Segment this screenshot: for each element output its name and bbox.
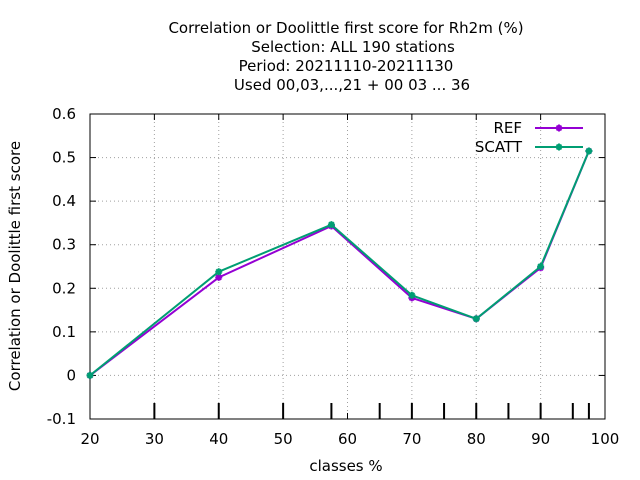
data-point-scatt-core: [474, 316, 479, 321]
series-line-ref: [89, 150, 590, 377]
x-tick-label: 50: [274, 430, 293, 448]
x-tick-label: 70: [402, 430, 421, 448]
data-point-scatt-core: [87, 373, 93, 378]
y-tick-label: 0.1: [52, 323, 76, 341]
x-tick-label: 80: [467, 430, 486, 448]
y-tick-label: 0.6: [52, 105, 76, 123]
class-markers: [153, 403, 590, 419]
y-tick-label: 0.5: [52, 149, 76, 167]
x-tick-label: 100: [591, 430, 620, 448]
series-line-scatt: [89, 150, 590, 377]
legend-label-ref: REF: [493, 119, 522, 137]
chart-title-line-3: Period: 20211110-20211130: [239, 57, 454, 75]
data-point-ref-core: [216, 275, 221, 280]
x-tick-label: 20: [80, 430, 99, 448]
data-point-scatt-core: [409, 293, 415, 298]
chart-title-line-1: Correlation or Doolittle first score for…: [168, 19, 523, 37]
x-axis-label: classes %: [309, 457, 382, 475]
legend-marker-scatt-core: [556, 144, 562, 150]
data-point-scatt-core: [538, 264, 543, 269]
y-tick-label: 0.3: [52, 236, 76, 254]
legend-label-scatt: SCATT: [475, 138, 523, 156]
x-tick-label: 90: [531, 430, 550, 448]
series: [86, 147, 593, 379]
data-point-scatt-core: [586, 148, 592, 154]
chart-title-line-4: Used 00,03,...,21 + 00 03 ... 36: [234, 76, 470, 94]
x-tick-label: 60: [338, 430, 357, 448]
data-point-scatt-core: [216, 269, 221, 274]
y-tick-label: 0.2: [52, 279, 76, 297]
y-tick-label: -0.1: [47, 410, 76, 428]
chart-title-line-2: Selection: ALL 190 stations: [251, 38, 455, 56]
y-tick-label: 0: [66, 366, 76, 384]
y-tick-label: 0.4: [52, 192, 76, 210]
x-tick-label: 40: [209, 430, 228, 448]
legend-marker-ref-core: [556, 125, 562, 131]
axes: 20 30 40 50 60 70 80 90 100 -0.1 0 0.1 0.2 0.3 0.4 0.5 0…: [47, 105, 620, 448]
y-axis-label: Correlation or Doolittle first score: [6, 141, 24, 391]
chart-title: Correlation or Doolittle first score for…: [168, 19, 523, 94]
data-point-scatt-core: [329, 222, 334, 227]
grid: [90, 114, 605, 419]
x-tick-label: 30: [145, 430, 164, 448]
